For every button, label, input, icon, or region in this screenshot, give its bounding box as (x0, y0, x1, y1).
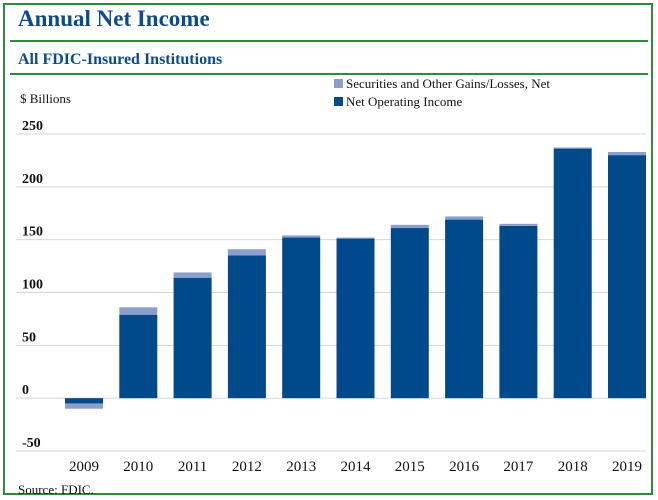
y-tick-label: 200 (22, 172, 43, 187)
legend-swatch (334, 97, 343, 106)
legend-swatch (334, 79, 343, 88)
bar-securities-gains-losses (445, 216, 484, 220)
bar-securities-gains-losses (282, 235, 321, 238)
x-tick-label: 2016 (449, 459, 480, 475)
y-tick-labels: -50 0 50 100 150 200 250 (22, 119, 43, 451)
chart-frame (3, 3, 653, 495)
bar-net-operating-income (553, 147, 592, 399)
legend-label: Securities and Other Gains/Losses, Net (346, 76, 550, 91)
bar-securities-gains-losses (390, 224, 429, 229)
bar-securities-gains-losses (119, 307, 158, 315)
x-tick-label: 2014 (341, 459, 372, 475)
y-tick-label: 150 (22, 225, 43, 240)
bars (65, 147, 646, 409)
bar-net-operating-income (65, 398, 103, 404)
bar-net-operating-income (390, 228, 429, 399)
bar-securities-gains-losses (65, 403, 103, 409)
legend-label: Net Operating Income (346, 94, 462, 109)
chart-subtitle: All FDIC-Insured Institutions (18, 51, 223, 68)
legend: Securities and Other Gains/Losses, Net Ne… (334, 76, 550, 109)
bar-securities-gains-losses (499, 223, 538, 226)
bar-net-operating-income (445, 219, 484, 399)
chart-title: Annual Net Income (18, 6, 210, 31)
x-tick-label: 2018 (558, 459, 588, 475)
x-tick-label: 2010 (123, 459, 153, 475)
bar-securities-gains-losses (553, 147, 592, 149)
x-tick-label: 2019 (612, 459, 642, 475)
bar-net-operating-income (227, 255, 266, 399)
x-tick-label: 2011 (178, 459, 207, 475)
bar-net-operating-income (173, 277, 212, 399)
gridlines (16, 133, 646, 452)
bar-net-operating-income (608, 155, 646, 399)
x-tick-labels: 2009 2010 2011 2012 2013 2014 2015 2016 2017 2018… (69, 459, 642, 475)
bar-net-operating-income (499, 225, 538, 399)
bar-securities-gains-losses (336, 237, 375, 239)
y-axis-label: $ Billions (20, 91, 71, 106)
x-tick-label: 2009 (69, 459, 99, 475)
y-tick-label: 100 (22, 278, 43, 293)
bar-securities-gains-losses (173, 272, 212, 278)
x-tick-label: 2013 (286, 459, 316, 475)
bar-net-operating-income (119, 314, 158, 399)
source-note: Source: FDIC. (18, 482, 94, 497)
y-tick-label: -50 (22, 436, 41, 451)
y-tick-label: 250 (22, 119, 43, 134)
y-tick-label: 50 (22, 330, 36, 345)
bar-securities-gains-losses (227, 249, 266, 256)
bar-securities-gains-losses (608, 151, 646, 156)
bar-net-operating-income (336, 238, 375, 399)
bar-net-operating-income (282, 237, 321, 399)
x-tick-label: 2017 (503, 459, 534, 475)
x-tick-label: 2012 (232, 459, 262, 475)
x-tick-label: 2015 (395, 459, 425, 475)
subtitle-divider (10, 73, 648, 75)
y-tick-label: 0 (22, 383, 29, 398)
title-divider (10, 40, 648, 42)
